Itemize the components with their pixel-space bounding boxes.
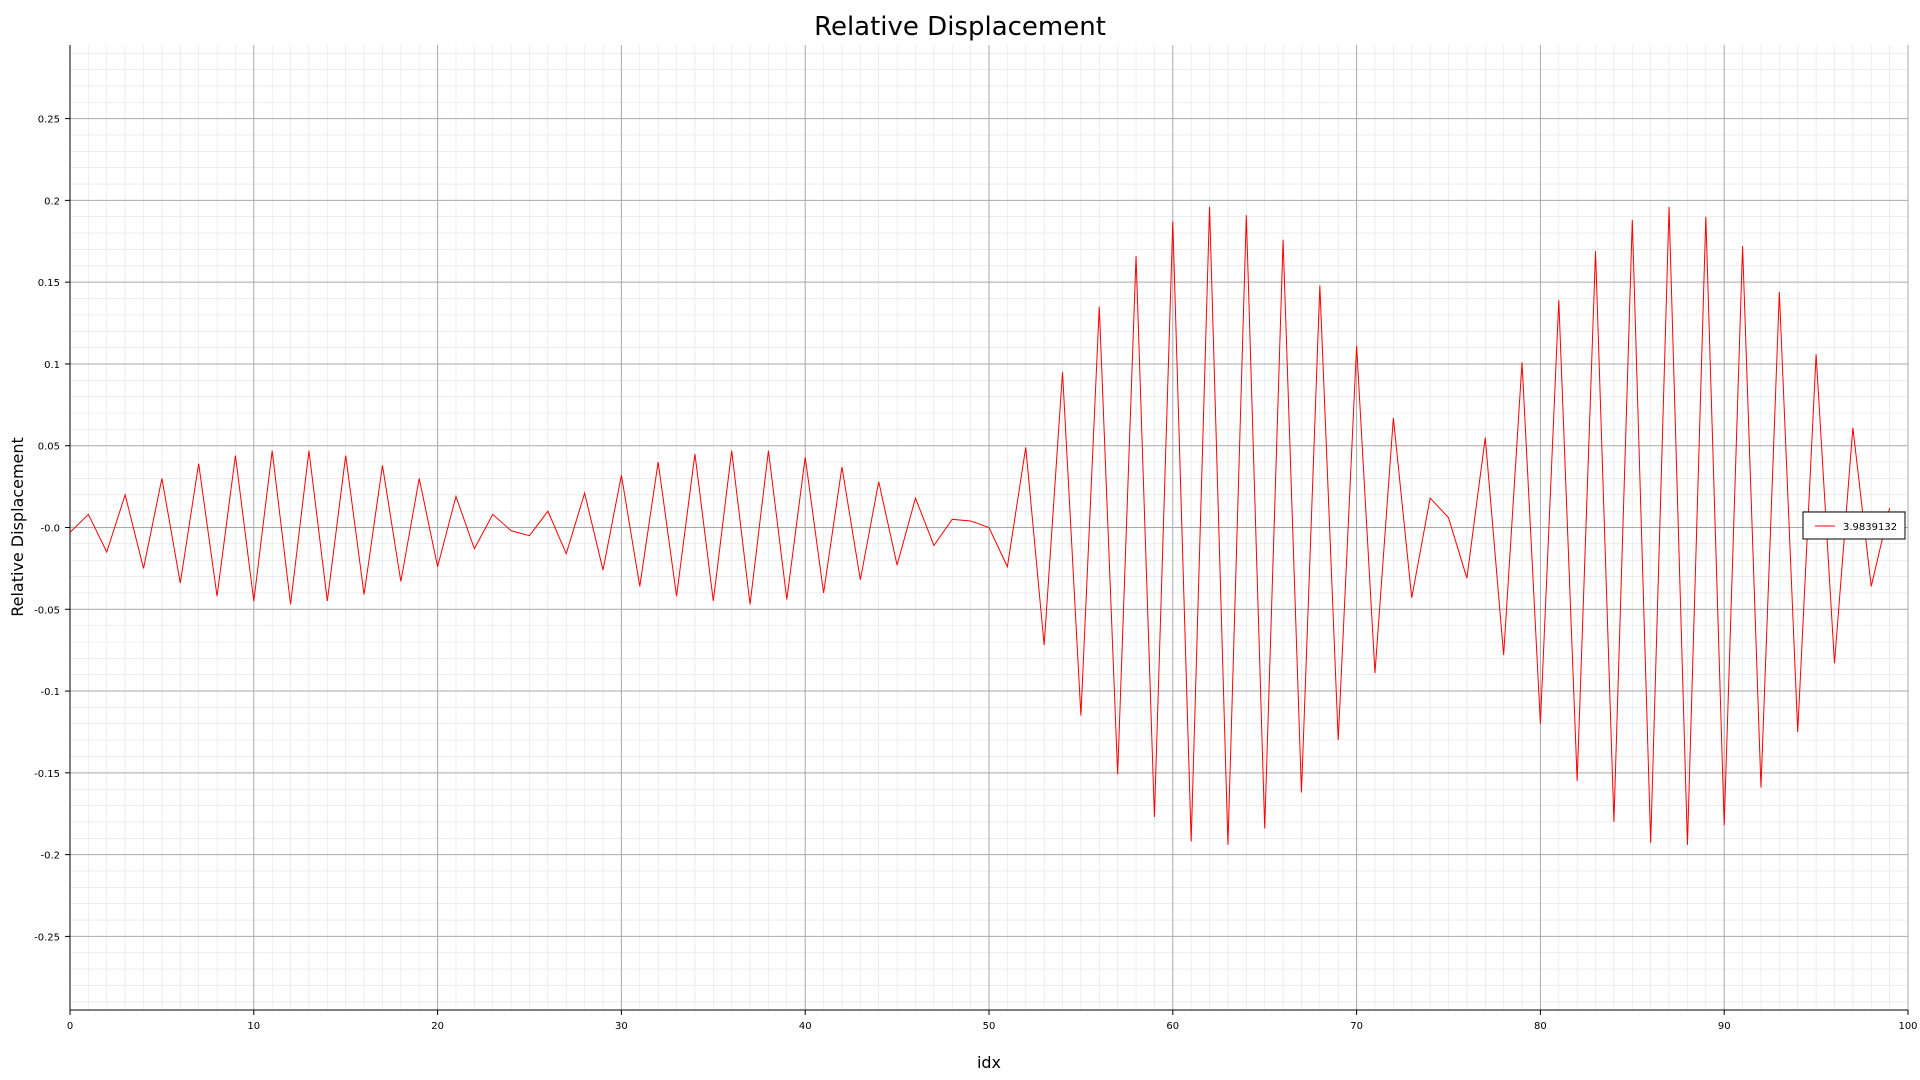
y-tick-label: -0.2 bbox=[40, 851, 60, 862]
y-tick-label: 0.15 bbox=[38, 278, 60, 289]
legend-label: 3.9839132 bbox=[1843, 522, 1897, 533]
x-tick-label: 40 bbox=[799, 1021, 812, 1032]
y-tick-label: -0.25 bbox=[34, 932, 60, 943]
y-tick-label: -0.1 bbox=[40, 687, 60, 698]
y-axis-label: Relative Displacement bbox=[8, 437, 27, 617]
x-tick-label: 90 bbox=[1718, 1021, 1731, 1032]
y-tick-label: 0.05 bbox=[38, 442, 60, 453]
y-tick-label: -0.0 bbox=[40, 524, 60, 535]
series-line bbox=[69, 206, 1891, 845]
x-tick-label: 70 bbox=[1350, 1021, 1363, 1032]
x-tick-label: 80 bbox=[1534, 1021, 1547, 1032]
y-tick-label: -0.05 bbox=[34, 605, 60, 616]
series-points bbox=[69, 206, 1890, 845]
ticks bbox=[65, 118, 1909, 1015]
x-tick-label: 60 bbox=[1166, 1021, 1179, 1032]
x-tick-label: 50 bbox=[983, 1021, 996, 1032]
x-tick-label: 20 bbox=[431, 1021, 444, 1032]
y-tick-label: -0.15 bbox=[34, 769, 60, 780]
x-axis-label: idx bbox=[977, 1053, 1001, 1072]
tick-labels: 0 10 20 30 40 50 60 70 80 90 100 0.25 0.2 0.15 0.1 0.05… bbox=[34, 115, 1917, 1032]
chart-title: Relative Displacement bbox=[814, 12, 1106, 42]
legend[interactable]: 3.9839132 bbox=[1802, 511, 1906, 540]
x-tick-label: 30 bbox=[615, 1021, 628, 1032]
y-tick-label: 0.1 bbox=[44, 360, 60, 371]
x-tick-label: 100 bbox=[1898, 1021, 1917, 1032]
y-tick-label: 0.2 bbox=[44, 196, 60, 207]
x-tick-label: 10 bbox=[247, 1021, 260, 1032]
y-tick-label: 0.25 bbox=[38, 115, 60, 126]
x-tick-label: 0 bbox=[67, 1021, 73, 1032]
